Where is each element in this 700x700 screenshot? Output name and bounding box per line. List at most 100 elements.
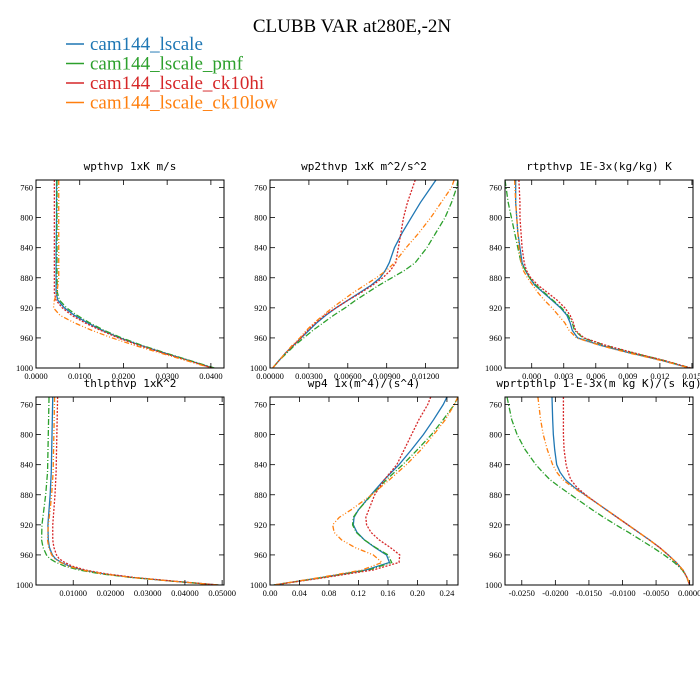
y-tick-label: 800 (254, 213, 267, 223)
series-line-cam144-lscale-pmf (40, 397, 219, 585)
x-tick-label: 0.009 (618, 371, 637, 381)
x-tick-label: 0.04 (292, 588, 308, 598)
y-tick-label: 1000 (485, 363, 502, 373)
y-tick-label: 760 (489, 400, 502, 410)
panel-2: wp2thvp 1xK m^2/s^2 760 800 840 880 920 960 100… (250, 160, 459, 381)
y-tick-label: 880 (254, 490, 267, 500)
series-line-cam144-lscale (515, 180, 690, 368)
series-line-cam144-lscale-ck10low (273, 397, 458, 585)
x-tick-label: 0.0000 (24, 371, 47, 381)
plot-frame (269, 179, 459, 369)
legend-label: cam144_lscale_ck10hi (90, 73, 264, 94)
figure-title: CLUBB VAR at280E,-2N (253, 16, 452, 37)
panel-3: rtpthvp 1E-3x(kg/kg) K 760 800 840 880 920 960… (485, 160, 700, 381)
panel-title: wp2thvp 1xK m^2/s^2 (301, 160, 427, 173)
y-tick-label: 800 (254, 430, 267, 440)
y-tick-label: 920 (254, 303, 267, 313)
x-tick-label: -0.0100 (609, 588, 635, 598)
legend-entry-cam144-lscale-ck10low: cam144_lscale_ck10low (66, 93, 278, 114)
x-tick-label: 0.01000 (59, 588, 87, 598)
y-tick-label: 840 (489, 243, 502, 253)
y-tick-label: 800 (20, 430, 33, 440)
y-tick-label: 920 (489, 520, 502, 530)
y-tick-label: 1000 (16, 580, 33, 590)
x-tick-label: 0.20 (410, 588, 425, 598)
x-tick-label: -0.0200 (542, 588, 568, 598)
x-tick-label: 0.00300 (295, 371, 323, 381)
panel-title: wpthvp 1xK m/s (84, 160, 177, 173)
x-tick-label: 0.03000 (134, 588, 162, 598)
panel-title: wp4 1x(m^4)/(s^4) (308, 377, 421, 390)
x-tick-label: 0.0000 (678, 588, 700, 598)
series-line-cam144-lscale-ck10low (513, 180, 690, 368)
x-tick-label: 0.0300 (155, 371, 178, 381)
series-line-cam144-lscale-pmf (56, 180, 215, 368)
x-tick-label: 0.12 (351, 588, 366, 598)
y-tick-label: 920 (489, 303, 502, 313)
plot-frame (504, 396, 694, 586)
legend-entry-cam144-lscale: cam144_lscale (66, 34, 203, 55)
legend-entry-cam144-lscale-pmf: cam144_lscale_pmf (66, 54, 244, 75)
y-tick-label: 1000 (250, 363, 267, 373)
x-tick-label: 0.08 (322, 588, 337, 598)
x-tick-label: 0.0200 (112, 371, 135, 381)
y-tick-label: 960 (20, 333, 33, 343)
series-line-cam144-lscale-ck10low (272, 180, 455, 368)
series-line-cam144-lscale-pmf (272, 180, 458, 368)
y-tick-label: 760 (254, 400, 267, 410)
x-tick-label: -0.0150 (576, 588, 602, 598)
y-tick-label: 840 (489, 460, 502, 470)
x-tick-label: 0.015 (682, 371, 700, 381)
plot-frame (35, 396, 225, 586)
series-line-cam144-lscale (273, 397, 448, 585)
series-line-cam144-lscale-ck10hi (518, 180, 692, 368)
x-tick-label: 0.00600 (334, 371, 362, 381)
legend-label: cam144_lscale_pmf (90, 54, 244, 75)
series-line-cam144-lscale-pmf (506, 397, 691, 585)
series-line-cam144-lscale (47, 397, 219, 585)
y-tick-label: 960 (20, 550, 33, 560)
plot-frame (504, 179, 694, 369)
y-tick-label: 840 (254, 243, 267, 253)
y-tick-label: 960 (489, 550, 502, 560)
y-tick-label: 1000 (16, 363, 33, 373)
series-line-cam144-lscale-pmf (273, 397, 458, 585)
x-tick-label: 0.05000 (208, 588, 236, 598)
y-tick-label: 840 (20, 243, 33, 253)
y-tick-label: 960 (254, 333, 267, 343)
y-tick-label: 1000 (485, 580, 502, 590)
x-tick-label: 0.00900 (373, 371, 401, 381)
series-line-cam144-lscale-ck10hi (272, 180, 416, 368)
x-tick-label: 0.24 (440, 588, 456, 598)
y-tick-label: 880 (489, 273, 502, 283)
x-tick-label: 0.012 (650, 371, 669, 381)
y-tick-label: 1000 (250, 580, 267, 590)
legend-label: cam144_lscale_ck10low (90, 93, 278, 114)
x-tick-label: 0.0400 (199, 371, 222, 381)
series-line-cam144-lscale (272, 180, 437, 368)
y-tick-label: 960 (489, 333, 502, 343)
x-tick-label: 0.006 (586, 371, 605, 381)
legend-label: cam144_lscale (90, 34, 203, 55)
plot-frame (35, 179, 225, 369)
series-line-cam144-lscale-ck10low (537, 397, 691, 585)
x-tick-label: 0.0100 (68, 371, 91, 381)
y-tick-label: 960 (254, 550, 267, 560)
y-tick-label: 880 (489, 490, 502, 500)
y-tick-label: 800 (489, 213, 502, 223)
panel-title: thlpthvp 1xK^2 (84, 377, 177, 390)
y-tick-label: 760 (20, 183, 33, 193)
legend: cam144_lscalecam144_lscale_pmfcam144_lsc… (66, 34, 278, 114)
x-tick-label: -0.0050 (643, 588, 669, 598)
x-tick-label: 0.003 (554, 371, 573, 381)
y-tick-label: 840 (20, 460, 33, 470)
series-line-cam144-lscale (55, 180, 214, 368)
x-tick-label: 0.02000 (97, 588, 125, 598)
y-tick-label: 920 (20, 303, 33, 313)
y-tick-label: 840 (254, 460, 267, 470)
x-tick-label: 0.000 (522, 371, 541, 381)
y-tick-label: 800 (20, 213, 33, 223)
series-line-cam144-lscale-ck10hi (273, 397, 432, 585)
y-tick-label: 920 (20, 520, 33, 530)
